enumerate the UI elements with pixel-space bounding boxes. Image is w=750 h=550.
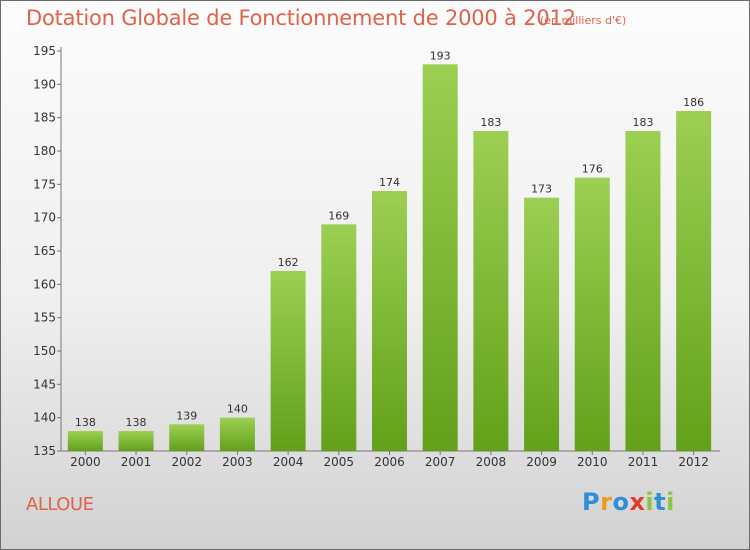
bar (67, 431, 103, 451)
bar (270, 271, 306, 451)
bar-value-label: 173 (531, 183, 552, 196)
chart-title: Dotation Globale de Fonctionnement de 20… (26, 6, 576, 30)
bar-value-label: 183 (632, 116, 653, 129)
logo-letter: x (629, 488, 646, 516)
bar-value-label: 138 (126, 416, 147, 429)
logo-letter: t (654, 488, 667, 516)
bar (118, 431, 154, 451)
y-tick-label: 150 (33, 344, 56, 358)
x-tick-label: 2002 (171, 455, 202, 469)
logo-letter: i (666, 488, 675, 516)
bar (422, 64, 458, 451)
bar (625, 131, 661, 451)
logo-letter: P (582, 488, 601, 516)
bar (574, 177, 610, 451)
x-tick-label: 2009 (526, 455, 557, 469)
y-tick-label: 145 (33, 377, 56, 391)
y-tick-label: 175 (33, 177, 56, 191)
bar (321, 224, 357, 451)
x-tick-label: 2008 (476, 455, 507, 469)
chart-subtitle: (en milliers d'€) (540, 14, 627, 27)
logo-letter: r (600, 488, 613, 516)
commune-name: ALLOUE (26, 494, 94, 515)
x-tick-label: 2012 (678, 455, 709, 469)
bar (219, 417, 255, 451)
y-tick-label: 170 (33, 211, 56, 225)
y-tick-label: 195 (33, 44, 56, 58)
bar-value-label: 193 (430, 49, 451, 62)
y-tick-label: 180 (33, 144, 56, 158)
y-tick-label: 165 (33, 244, 56, 258)
bar (473, 131, 509, 451)
bar-value-label: 176 (582, 163, 603, 176)
bar-value-label: 140 (227, 403, 248, 416)
x-tick-label: 2004 (273, 455, 304, 469)
bar-value-label: 186 (683, 96, 704, 109)
x-tick-label: 2000 (70, 455, 101, 469)
x-tick-label: 2001 (121, 455, 152, 469)
y-tick-label: 135 (33, 444, 56, 458)
y-tick-label: 140 (33, 411, 56, 425)
bar-value-label: 174 (379, 176, 400, 189)
x-tick-label: 2005 (324, 455, 355, 469)
x-tick-label: 2011 (628, 455, 659, 469)
x-tick-label: 2010 (577, 455, 608, 469)
x-tick-label: 2007 (425, 455, 456, 469)
bar (676, 111, 712, 451)
y-tick-label: 190 (33, 77, 56, 91)
x-tick-label: 2006 (374, 455, 405, 469)
y-tick-label: 185 (33, 111, 56, 125)
bar (524, 197, 560, 451)
x-tick-label: 2003 (222, 455, 253, 469)
bar (169, 424, 205, 451)
bar-value-label: 162 (278, 256, 299, 269)
bar-value-label: 139 (176, 409, 197, 422)
bar-value-label: 169 (328, 209, 349, 222)
logo-letter: o (612, 488, 630, 516)
bar (372, 191, 407, 451)
logo-letter: i (645, 488, 655, 516)
bar-value-label: 183 (480, 116, 501, 129)
bar-value-label: 138 (75, 416, 96, 429)
y-tick-label: 160 (33, 277, 56, 291)
y-tick-label: 155 (33, 311, 56, 325)
proxiti-logo: Proxiti (582, 488, 675, 516)
